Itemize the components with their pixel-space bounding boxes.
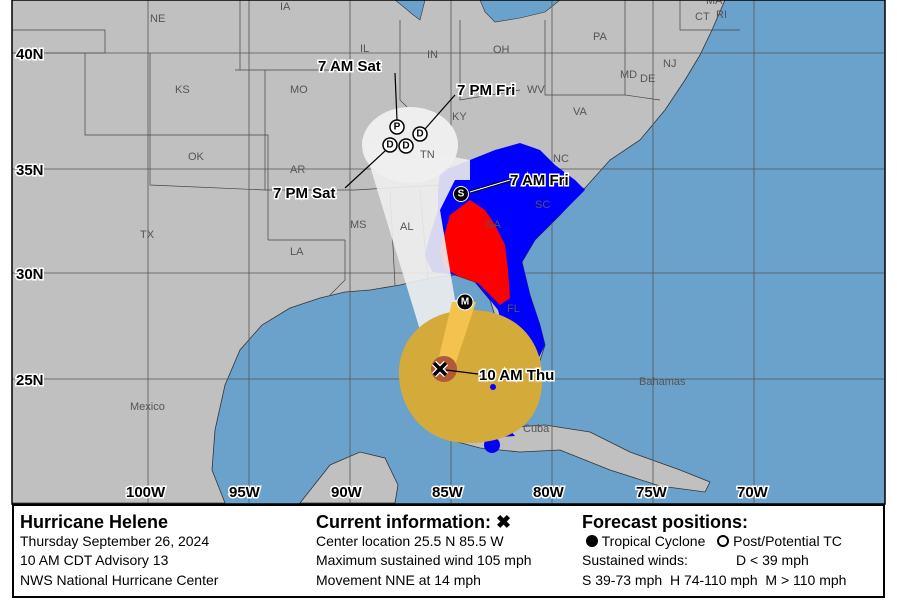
svg-text:80W: 80W xyxy=(533,484,565,501)
svg-text:40N: 40N xyxy=(16,46,44,63)
svg-text:NE: NE xyxy=(150,13,165,25)
small-warning-dot xyxy=(490,384,496,390)
svg-text:RI: RI xyxy=(716,9,727,21)
svg-text:70W: 70W xyxy=(737,484,769,501)
svg-text:TN: TN xyxy=(420,149,435,161)
svg-text:75W: 75W xyxy=(636,484,668,501)
post-tropical-marker-d: D xyxy=(412,126,428,142)
svg-text:LA: LA xyxy=(290,246,304,258)
svg-text:100W: 100W xyxy=(126,484,166,501)
svg-text:PA: PA xyxy=(593,31,608,43)
tropical-cyclone-dot-icon xyxy=(586,535,598,547)
svg-text:D: D xyxy=(386,140,393,151)
svg-text:Cuba: Cuba xyxy=(523,423,550,435)
svg-text:KY: KY xyxy=(452,111,467,123)
svg-text:7 PM Fri: 7 PM Fri xyxy=(457,82,515,99)
cone-day1-3 xyxy=(437,302,476,365)
svg-text:NC: NC xyxy=(553,153,569,165)
advisory-number: 10 AM CDT Advisory 13 xyxy=(20,552,169,568)
svg-text:D: D xyxy=(416,129,423,140)
svg-text:WV: WV xyxy=(527,84,545,96)
svg-text:Mexico: Mexico xyxy=(130,401,165,413)
svg-text:GA: GA xyxy=(485,219,502,231)
svg-text:Bahamas: Bahamas xyxy=(639,376,686,388)
longitude-labels: 100W 95W 90W 85W 80W 75W 70W xyxy=(125,483,771,503)
post-tropical-marker-d: D xyxy=(382,137,398,153)
svg-text:DE: DE xyxy=(640,73,655,85)
svg-text:10 AM Thu: 10 AM Thu xyxy=(479,367,554,384)
issuing-center: NWS National Hurricane Center xyxy=(20,572,219,588)
cone-day4-5 xyxy=(398,310,543,444)
svg-text:MD: MD xyxy=(620,69,637,81)
current-position-x-icon xyxy=(431,360,449,378)
cuba-land xyxy=(449,424,711,493)
svg-text:KS: KS xyxy=(175,84,190,96)
svg-text:95W: 95W xyxy=(229,484,261,501)
svg-text:CT: CT xyxy=(695,11,710,23)
svg-text:7 AM Sat: 7 AM Sat xyxy=(318,58,381,75)
forecast-time-labels: 7 AM Sat 7 PM Fri 7 PM Sat 7 AM Fri 10 A… xyxy=(272,57,571,386)
hurricane-forecast-map: NE IA IL IN OH PA CT RI MA NJ MD DE KS M… xyxy=(11,0,886,505)
yucatan-land xyxy=(299,451,399,504)
svg-text:OK: OK xyxy=(188,151,205,163)
tropical-storm-marker-s: S xyxy=(453,186,469,202)
svg-text:35N: 35N xyxy=(16,162,44,179)
forecast-positions-title: Forecast positions: xyxy=(582,512,749,532)
svg-text:P: P xyxy=(394,122,401,133)
svg-text:MO: MO xyxy=(290,84,308,96)
svg-text:7 PM Sat: 7 PM Sat xyxy=(273,185,336,202)
svg-text:SC: SC xyxy=(535,199,550,211)
svg-text:NJ: NJ xyxy=(663,58,676,70)
svg-text:IA: IA xyxy=(280,1,291,13)
max-sustained-wind: Maximum sustained wind 105 mph xyxy=(316,552,532,568)
intensity-definitions: S 39-73 mph H 74-110 mph M > 110 mph xyxy=(582,572,847,588)
advisory-date: Thursday September 26, 2024 xyxy=(20,533,210,549)
svg-text:VA: VA xyxy=(573,106,588,118)
svg-text:M: M xyxy=(461,297,469,308)
svg-text:D: D xyxy=(402,141,409,152)
center-location: Center location 25.5 N 85.5 W xyxy=(316,533,504,549)
post-tropical-marker-p: P xyxy=(389,119,405,135)
leader-lines xyxy=(344,72,511,375)
state-labels: NE IA IL IN OH PA CT RI MA NJ MD DE KS M… xyxy=(130,0,727,435)
svg-text:7 AM Fri: 7 AM Fri xyxy=(510,172,569,189)
svg-text:MA: MA xyxy=(706,0,723,7)
hurricane-warning-area xyxy=(440,200,510,305)
post-tropical-marker-d: D xyxy=(398,138,414,154)
svg-text:MS: MS xyxy=(350,219,367,231)
svg-text:30N: 30N xyxy=(16,266,44,283)
svg-text:AL: AL xyxy=(400,221,413,233)
current-info-title: Current information: ✖ xyxy=(316,512,512,532)
movement: Movement NNE at 14 mph xyxy=(316,572,481,588)
depression-definition: D < 39 mph xyxy=(736,552,809,568)
storm-name: Hurricane Helene xyxy=(20,512,169,532)
latitude-labels: 40N 35N 30N 25N xyxy=(15,45,46,391)
sustained-winds-label: Sustained winds: xyxy=(582,552,688,568)
major-hurricane-marker-m: M xyxy=(456,293,474,311)
legend-panel: Hurricane Helene Thursday September 26, … xyxy=(12,504,885,598)
post-potential-circle-icon xyxy=(717,535,730,547)
cone-upper-white xyxy=(362,140,470,330)
svg-text:85W: 85W xyxy=(432,484,464,501)
forecast-markers: P D D D S M xyxy=(382,119,496,390)
svg-text:S: S xyxy=(458,189,465,200)
svg-text:25N: 25N xyxy=(16,372,44,389)
great-lakes xyxy=(394,0,561,23)
post-potential-label: Post/Potential TC xyxy=(733,533,842,549)
tropical-cyclone-label: Tropical Cyclone xyxy=(601,533,706,549)
svg-text:IL: IL xyxy=(360,43,369,55)
svg-text:TX: TX xyxy=(140,229,155,241)
svg-text:FL: FL xyxy=(507,303,520,315)
svg-text:AR: AR xyxy=(290,164,305,176)
svg-text:90W: 90W xyxy=(331,484,363,501)
svg-text:OH: OH xyxy=(493,44,510,56)
svg-text:IN: IN xyxy=(427,49,438,61)
